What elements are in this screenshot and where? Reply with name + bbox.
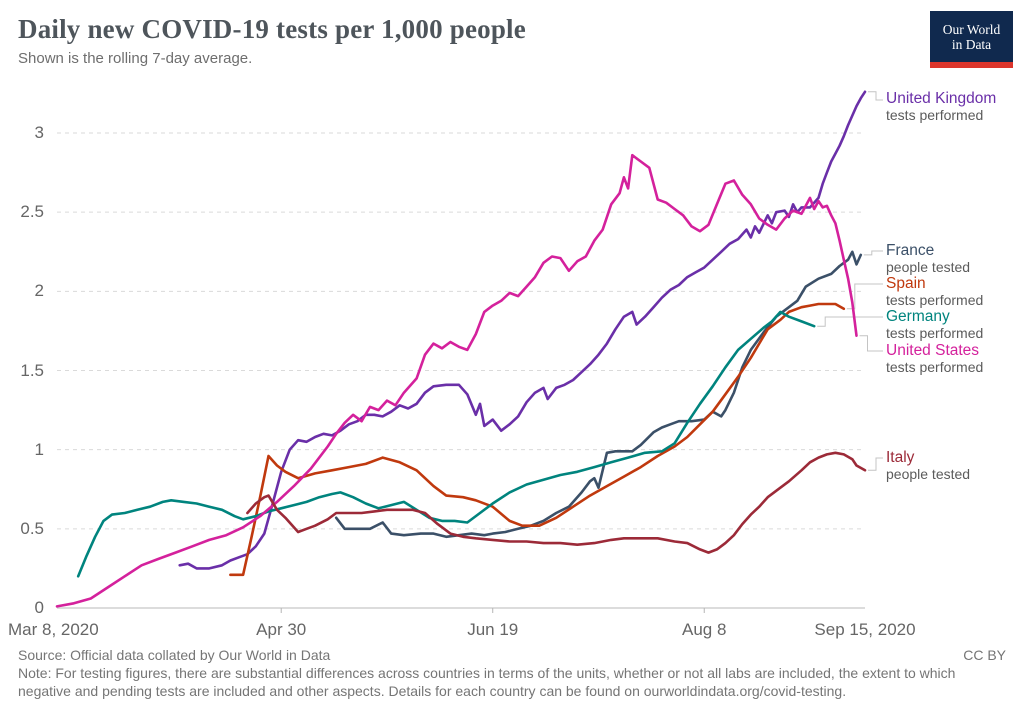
owid-logo-line1: Our World bbox=[942, 21, 1001, 37]
x-axis-tick-3: Aug 8 bbox=[682, 620, 727, 639]
legend-entry-france[interactable]: France people tested bbox=[886, 242, 1022, 275]
y-axis-tick-2: 1 bbox=[34, 439, 44, 459]
chart-footer: Source: Official data collated by Our Wo… bbox=[18, 646, 1006, 700]
x-axis-tick-0: Mar 8, 2020 bbox=[8, 620, 99, 639]
legend-name: Spain bbox=[886, 275, 926, 292]
legend-sublabel: tests performed bbox=[886, 325, 984, 341]
owid-logo-line2: in Data bbox=[951, 36, 992, 52]
owid-logo[interactable]: Our World in Data bbox=[930, 11, 1013, 68]
label-connector bbox=[846, 283, 883, 310]
series-line-spain[interactable] bbox=[229, 302, 846, 577]
label-connector bbox=[859, 335, 883, 352]
legend-name: United States bbox=[886, 342, 980, 359]
label-connector bbox=[868, 457, 883, 471]
legend-sublabel: tests performed bbox=[886, 359, 984, 375]
y-axis-tick-6: 3 bbox=[34, 123, 44, 142]
source-text: Source: Official data collated by Our Wo… bbox=[18, 647, 331, 663]
legend-sublabel: people tested bbox=[886, 259, 971, 275]
legend-entry-spain[interactable]: Spain tests performed bbox=[886, 275, 1022, 308]
chart-title: Daily new COVID-19 tests per 1,000 peopl… bbox=[18, 14, 526, 44]
legend-name: United Kingdom bbox=[886, 90, 997, 107]
legend-entry-united-states[interactable]: United States tests performed bbox=[886, 342, 1022, 375]
y-axis-tick-1: 0.5 bbox=[20, 518, 44, 538]
legend-entry-germany[interactable]: Germany tests performed bbox=[886, 308, 1022, 341]
label-connector bbox=[817, 316, 883, 327]
x-axis-tick-4: Sep 15, 2020 bbox=[814, 620, 916, 639]
y-axis-tick-3: 1.5 bbox=[20, 360, 44, 380]
series-line-france[interactable] bbox=[334, 250, 863, 539]
legend-sublabel: people tested bbox=[886, 466, 971, 482]
label-connector bbox=[868, 91, 883, 101]
license-link[interactable]: CC BY bbox=[963, 647, 1006, 663]
legend-entry-italy[interactable]: Italy people tested bbox=[886, 449, 1022, 482]
legend-name: France bbox=[886, 242, 935, 259]
note-text: Note: For testing figures, there are sub… bbox=[18, 665, 956, 699]
x-axis-tick-2: Jun 19 bbox=[467, 620, 519, 639]
series-line-united-states[interactable] bbox=[55, 153, 858, 608]
legend-name: Italy bbox=[886, 449, 915, 466]
series-line-united-kingdom[interactable] bbox=[178, 90, 867, 570]
y-axis-tick-5: 2.5 bbox=[20, 202, 44, 222]
chart-subtitle: Shown is the rolling 7-day average. bbox=[18, 50, 253, 67]
legend-name: Germany bbox=[886, 308, 950, 325]
series-line-italy[interactable] bbox=[246, 451, 867, 554]
y-axis-tick-0: 0 bbox=[34, 598, 44, 617]
y-axis-tick-4: 2 bbox=[34, 281, 44, 301]
legend-sublabel: tests performed bbox=[886, 107, 984, 123]
legend-sublabel: tests performed bbox=[886, 292, 984, 308]
label-connector bbox=[863, 250, 883, 256]
legend-entry-united-kingdom[interactable]: United Kingdom tests performed bbox=[886, 90, 1022, 123]
x-axis-tick-1: Apr 30 bbox=[256, 620, 307, 639]
